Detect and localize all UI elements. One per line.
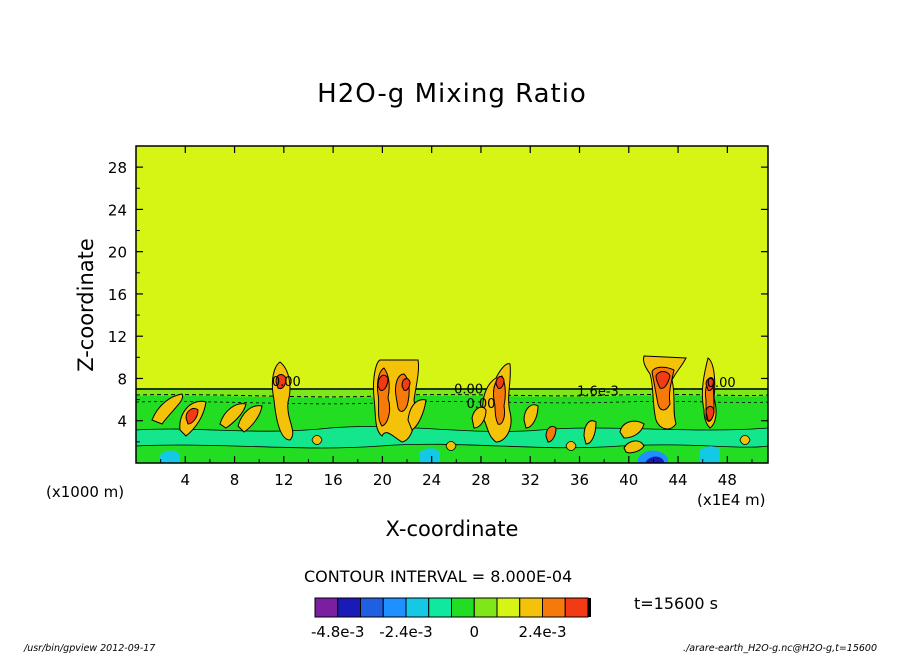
plume-core bbox=[655, 371, 671, 389]
plume bbox=[565, 441, 577, 451]
colorbar-swatch bbox=[337, 597, 361, 618]
contour-labels: 0.00 0.00 0.00 0.00 1.6e-3 bbox=[272, 375, 736, 412]
time-label: t=15600 s bbox=[634, 594, 718, 613]
x-tick-label: 48 bbox=[718, 471, 737, 489]
colorbar-swatch bbox=[314, 597, 339, 618]
colorbar-swatch bbox=[382, 597, 407, 618]
x-axis: 4 8 12 16 20 24 28 32 36 40 44 48 bbox=[160, 146, 753, 489]
colorbar-swatch bbox=[564, 597, 589, 618]
x-axis-label: X-coordinate bbox=[386, 517, 519, 541]
colorbar-swatch bbox=[542, 597, 566, 618]
y-tick-label: 8 bbox=[117, 370, 127, 388]
x-tick-label: 44 bbox=[669, 471, 688, 489]
plume bbox=[739, 435, 751, 445]
footer-left: /usr/bin/gpview 2012-09-17 bbox=[23, 643, 155, 654]
y-tick-label: 16 bbox=[108, 286, 127, 304]
moist-layer-boundary bbox=[136, 426, 768, 432]
plume bbox=[583, 420, 597, 445]
colorbar-tick-labels: -4.8e-3 -2.4e-3 0 2.4e-3 bbox=[311, 623, 567, 641]
plume-core bbox=[377, 374, 389, 391]
plot-area: 0.00 0.00 0.00 0.00 1.6e-3 bbox=[136, 146, 768, 463]
footer-right: ./arare-earth_H2O-g.nc@H2O-g,t=15600 bbox=[683, 643, 877, 654]
colorbar-swatch bbox=[360, 597, 384, 618]
y-tick-label: 28 bbox=[108, 159, 127, 177]
x-tick-label: 12 bbox=[274, 471, 293, 489]
plume-core bbox=[185, 407, 199, 425]
plume bbox=[151, 393, 184, 425]
contour-label: 1.6e-3 bbox=[577, 384, 619, 399]
x-unit-left: (x1000 m) bbox=[46, 483, 124, 501]
plume bbox=[619, 420, 645, 439]
plume bbox=[445, 441, 457, 451]
contour-label: 0.00 bbox=[454, 382, 483, 397]
plume bbox=[523, 404, 539, 429]
plot-frame bbox=[135, 145, 769, 464]
x-tick-label: 16 bbox=[324, 471, 343, 489]
moist-layer-boundary bbox=[136, 401, 768, 405]
contour-label: 0.00 bbox=[466, 397, 495, 412]
moist-layer-boundary bbox=[136, 443, 768, 449]
dry-patch bbox=[160, 450, 180, 463]
colorbar-swatch bbox=[519, 597, 543, 618]
colorbar-tick-label: 0 bbox=[469, 623, 479, 641]
plumes bbox=[151, 355, 751, 454]
plume bbox=[237, 405, 263, 433]
x-tick-label: 24 bbox=[422, 471, 441, 489]
x-unit-right: (x1E4 m) bbox=[697, 491, 766, 509]
colorbar-tick-label: 2.4e-3 bbox=[518, 623, 566, 641]
contour-label: 0.00 bbox=[272, 375, 301, 390]
dry-patch bbox=[700, 446, 720, 463]
plume-core bbox=[705, 377, 715, 391]
y-axis-label: Z-coordinate bbox=[74, 238, 98, 372]
contour-label: 0.00 bbox=[707, 376, 736, 391]
x-tick-label: 4 bbox=[181, 471, 191, 489]
y-axis: 4 8 12 16 20 24 28 bbox=[108, 159, 768, 443]
y-tick-label: 12 bbox=[108, 328, 127, 346]
x-tick-label: 28 bbox=[471, 471, 490, 489]
moist-layer-band bbox=[136, 444, 768, 463]
y-tick-label: 20 bbox=[108, 244, 127, 262]
plume bbox=[623, 440, 645, 454]
plume bbox=[407, 399, 427, 431]
x-tick-label: 20 bbox=[373, 471, 392, 489]
colorbar-swatch bbox=[496, 597, 521, 618]
plume bbox=[471, 406, 487, 429]
chart-title: H2O-g Mixing Ratio bbox=[317, 79, 587, 109]
plume-core bbox=[275, 374, 287, 389]
plume bbox=[311, 435, 323, 445]
plume bbox=[545, 425, 557, 443]
plume-core bbox=[401, 378, 411, 391]
colorbar-swatch bbox=[451, 597, 475, 618]
y-tick-label: 4 bbox=[117, 413, 127, 431]
colorbar-tick-label: -4.8e-3 bbox=[311, 623, 364, 641]
colorbar-tick-label: -2.4e-3 bbox=[379, 623, 432, 641]
colorbar-swatch bbox=[473, 597, 498, 618]
colorbar-swatch bbox=[405, 597, 430, 618]
colorbar-end-cap bbox=[588, 598, 591, 617]
plume-core bbox=[495, 376, 505, 389]
y-tick-label: 24 bbox=[108, 201, 127, 219]
dry-patch bbox=[646, 456, 664, 463]
colorbar bbox=[314, 597, 591, 618]
plume bbox=[219, 403, 247, 429]
plume-core bbox=[705, 405, 715, 421]
contour-interval: CONTOUR INTERVAL = 8.000E-04 bbox=[304, 567, 572, 586]
dry-patch bbox=[420, 448, 440, 463]
x-tick-label: 40 bbox=[619, 471, 638, 489]
x-tick-label: 8 bbox=[230, 471, 240, 489]
x-tick-label: 36 bbox=[570, 471, 589, 489]
x-tick-label: 32 bbox=[521, 471, 540, 489]
moist-layer-boundary bbox=[136, 393, 768, 398]
colorbar-swatch bbox=[428, 597, 452, 618]
moist-layer bbox=[136, 388, 768, 463]
